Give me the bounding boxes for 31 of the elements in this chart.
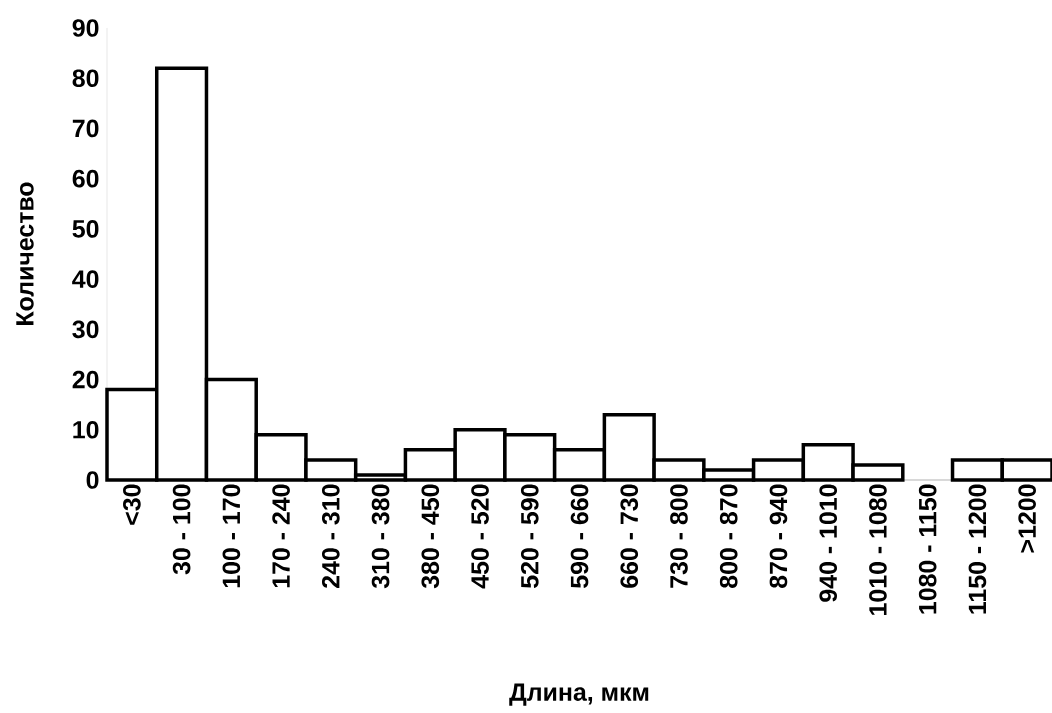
y-axis-title: Количество (16, 182, 34, 325)
y-tick-label: 70 (72, 119, 99, 138)
x-axis-title: Длина, мкм (509, 683, 649, 706)
x-tick-label: 450 - 520 (471, 484, 489, 589)
y-tick-label: 10 (73, 420, 99, 439)
x-tick-label: <30 (123, 484, 141, 525)
x-tick-label: >1200 (1018, 484, 1036, 553)
x-tick-label: 1150 - 1200 (968, 484, 987, 614)
x-tick-label: 100 - 170 (222, 484, 241, 588)
x-tick-label: 310 - 380 (371, 484, 390, 589)
y-tick-label: 60 (72, 169, 99, 188)
x-tick-label: 940 - 1010 (819, 484, 838, 602)
y-tick-label: 20 (72, 370, 99, 389)
y-tick-label: 90 (72, 19, 99, 37)
x-tick-label: 30 - 100 (172, 484, 191, 575)
x-tick-label: 730 - 800 (670, 484, 688, 588)
y-tick-label: 0 (86, 471, 99, 489)
x-tick-label: 870 - 940 (769, 484, 788, 588)
x-tick-label: 1010 - 1080 (869, 484, 887, 615)
x-tick-label: 240 - 310 (321, 484, 340, 588)
x-tick-label: 800 - 870 (719, 484, 738, 588)
y-tick-label: 50 (72, 220, 99, 238)
x-tick-label: 1080 - 1150 (918, 484, 937, 614)
x-tick-label: 170 - 240 (272, 484, 290, 588)
y-tick-label: 40 (72, 270, 99, 288)
x-tick-label: 380 - 450 (421, 484, 440, 589)
y-tick-label: 30 (72, 320, 99, 339)
x-tick-label: 520 - 590 (520, 484, 539, 588)
x-tick-label: 590 - 660 (570, 484, 589, 588)
y-tick-label: 80 (72, 69, 99, 88)
x-tick-label: 660 - 730 (620, 484, 639, 588)
